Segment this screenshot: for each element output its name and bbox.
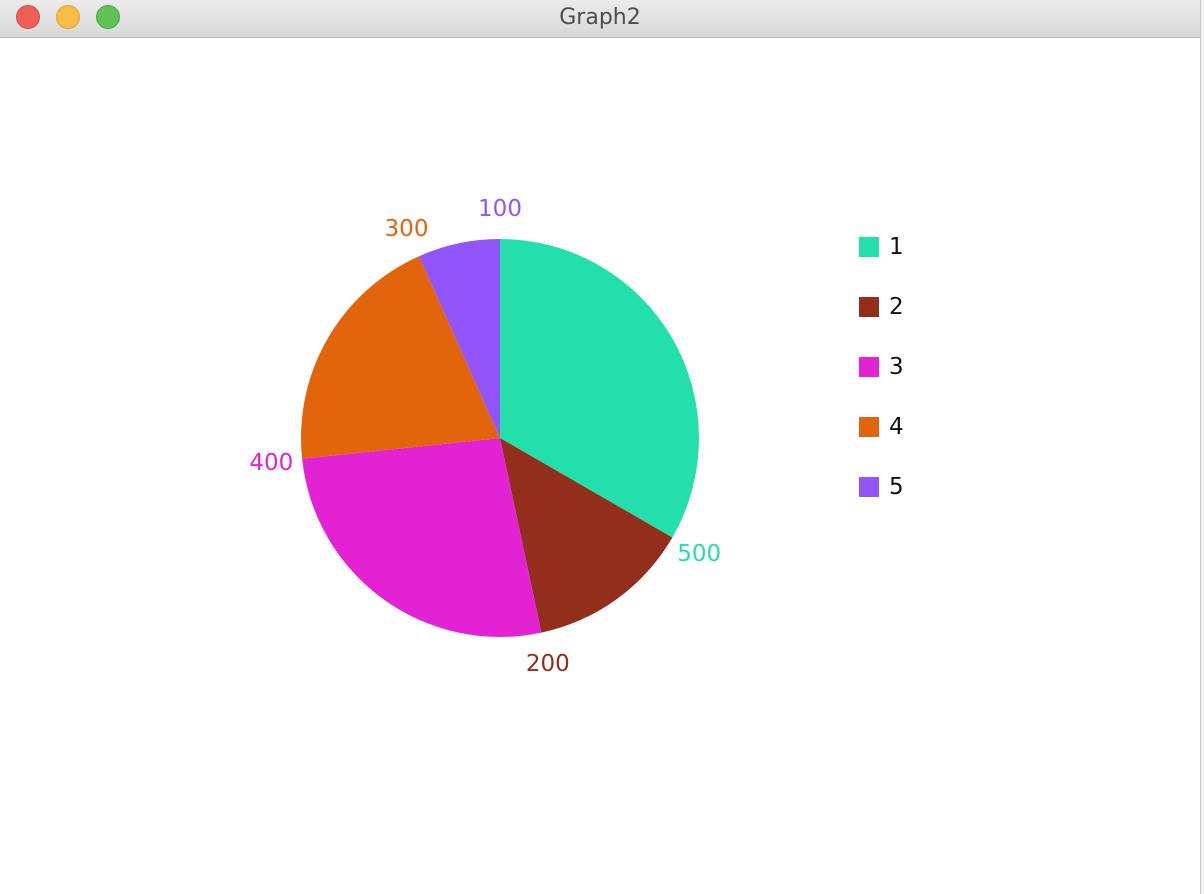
maximize-button[interactable] — [96, 5, 120, 29]
slice-value-label: 400 — [249, 450, 293, 476]
slice-value-label: 100 — [478, 196, 522, 222]
minimize-button[interactable] — [56, 5, 80, 29]
pie-slice-1 — [500, 239, 700, 538]
slice-value-label: 200 — [526, 651, 570, 677]
pie-slice-5 — [419, 239, 500, 438]
legend-label: 5 — [889, 474, 904, 500]
title-bar[interactable]: Graph2 — [0, 0, 1200, 38]
legend-swatch — [859, 297, 879, 317]
pie-chart: 500 200 400 300 100 — [249, 196, 721, 677]
window-title: Graph2 — [559, 5, 641, 30]
legend-swatch — [859, 417, 879, 437]
window-edge — [1201, 0, 1204, 894]
chart-panel: 500 200 400 300 100 1 2 3 4 5 — [0, 38, 1200, 894]
pie-slice-4 — [300, 256, 500, 459]
legend-label: 4 — [889, 414, 904, 440]
legend-swatch — [859, 237, 879, 257]
slice-value-label: 300 — [385, 216, 429, 242]
legend-swatch — [859, 357, 879, 377]
legend-swatch — [859, 477, 879, 497]
pie-slice-2 — [500, 438, 673, 633]
slice-value-label: 500 — [677, 541, 721, 567]
legend-label: 3 — [889, 354, 904, 380]
legend-label: 2 — [889, 294, 904, 320]
legend-label: 1 — [889, 234, 904, 260]
pie-slice-3 — [302, 438, 542, 637]
close-button[interactable] — [16, 5, 40, 29]
